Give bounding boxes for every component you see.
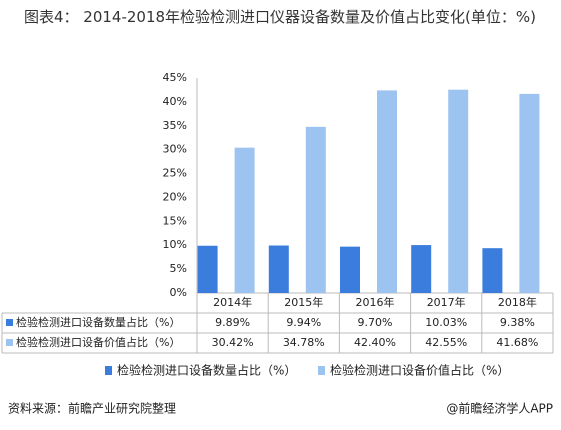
chart-title: 图表4： 2014-2018年检验检测进口仪器设备数量及价值占比变化(单位：%) xyxy=(23,8,537,26)
table-value: 41.68% xyxy=(496,336,538,349)
bar xyxy=(268,245,289,293)
legend-label: 检验检测进口设备价值占比（%） xyxy=(330,363,509,378)
legend-marker xyxy=(6,339,13,346)
y-tick-label: 45% xyxy=(163,71,187,84)
legend-label: 检验检测进口设备价值占比（%） xyxy=(16,335,180,349)
y-tick-label: 30% xyxy=(163,143,187,156)
table-value: 10.03% xyxy=(425,316,467,329)
bar xyxy=(448,89,469,293)
y-tick-label: 40% xyxy=(163,95,187,108)
table-value: 30.42% xyxy=(212,336,254,349)
legend-label: 检验检测进口设备数量占比（%） xyxy=(16,315,180,329)
x-tick-label: 2017年 xyxy=(427,295,466,309)
bar xyxy=(377,90,397,293)
legend-label: 检验检测进口设备数量占比（%） xyxy=(117,363,296,378)
bar xyxy=(234,147,255,293)
legend-marker xyxy=(318,366,325,375)
y-tick-label: 5% xyxy=(170,262,187,275)
y-tick-label: 20% xyxy=(163,190,187,203)
table-value: 9.70% xyxy=(358,316,393,329)
bar xyxy=(340,246,360,293)
y-tick-label: 25% xyxy=(163,167,187,180)
bar xyxy=(197,245,218,293)
legend-marker xyxy=(6,319,13,326)
x-tick-label: 2016年 xyxy=(356,295,395,309)
x-tick-label: 2015年 xyxy=(284,295,323,309)
y-tick-label: 0% xyxy=(170,286,187,299)
source: 资料来源：前瞻产业研究院整理 xyxy=(8,401,176,416)
x-tick-label: 2014年 xyxy=(213,295,252,309)
brand: @前瞻经济学人APP xyxy=(446,401,553,416)
y-tick-label: 15% xyxy=(163,214,187,227)
legend-marker xyxy=(105,366,112,375)
bar xyxy=(482,248,503,293)
table-value: 9.94% xyxy=(286,316,321,329)
bar xyxy=(305,126,326,293)
bar xyxy=(519,93,540,294)
x-tick-label: 2018年 xyxy=(498,295,537,309)
table-value: 9.89% xyxy=(215,316,250,329)
table-value: 42.40% xyxy=(354,336,396,349)
y-tick-label: 10% xyxy=(163,238,187,251)
table-value: 42.55% xyxy=(425,336,467,349)
bar xyxy=(411,245,432,293)
table-value: 9.38% xyxy=(500,316,535,329)
y-tick-label: 35% xyxy=(163,119,187,132)
table-value: 34.78% xyxy=(283,336,325,349)
